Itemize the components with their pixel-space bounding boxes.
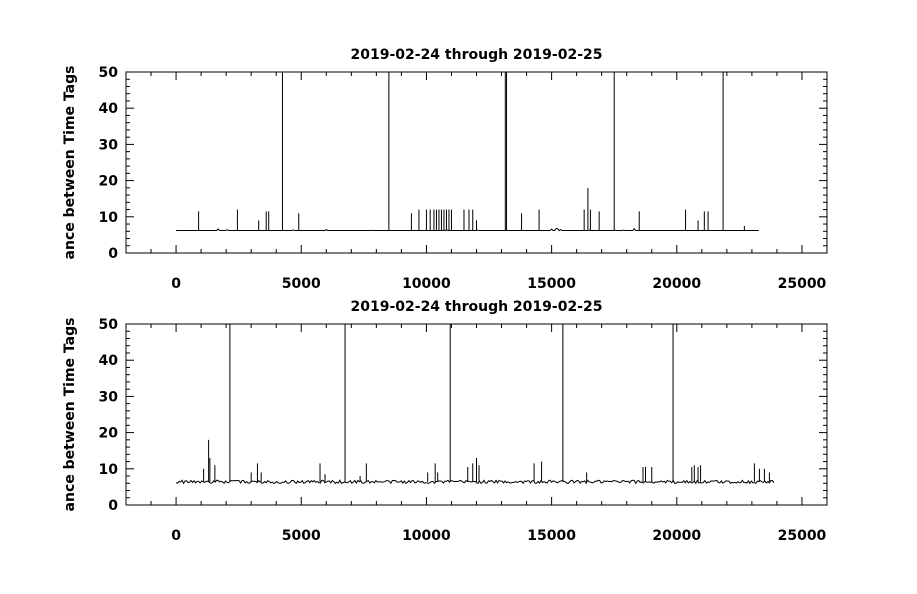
y-axis-label: ance between Time Tags (62, 66, 78, 260)
x-tick-label: 25000 (778, 528, 827, 544)
x-tick-label: 20000 (652, 276, 701, 292)
x-tick-label: 5000 (282, 528, 321, 544)
y-tick-label: 10 (99, 462, 119, 478)
y-axis-label: ance between Time Tags (62, 318, 78, 512)
y-tick-label: 40 (99, 101, 119, 117)
chart-title: 2019-02-24 through 2019-02-25 (351, 47, 603, 63)
y-tick-label: 10 (99, 210, 119, 226)
y-tick-label: 40 (99, 353, 119, 369)
plot-top: 2019-02-24 through 2019-02-25 ance betwee… (62, 47, 828, 292)
y-tick-label: 20 (99, 426, 119, 442)
x-tick-label: 10000 (402, 276, 451, 292)
y-tick-label: 30 (99, 137, 119, 153)
baseline-series (176, 227, 759, 232)
y-tick-label: 0 (108, 246, 118, 262)
x-tick-label: 10000 (402, 528, 451, 544)
y-tick-label: 20 (99, 174, 119, 190)
x-tick-label: 20000 (652, 528, 701, 544)
y-tick-label: 0 (108, 498, 118, 514)
y-tick-label: 50 (99, 317, 119, 333)
x-tick-label: 5000 (282, 276, 321, 292)
x-tick-label: 25000 (778, 276, 827, 292)
x-tick-label: 0 (171, 276, 181, 292)
plot-bottom: 2019-02-24 through 2019-02-25 ance betwee… (62, 299, 828, 544)
chart-title: 2019-02-24 through 2019-02-25 (351, 299, 603, 315)
x-tick-label: 15000 (527, 276, 576, 292)
x-tick-label: 15000 (527, 528, 576, 544)
baseline-series (175, 479, 775, 485)
y-tick-label: 50 (99, 65, 119, 81)
x-tick-label: 0 (171, 528, 181, 544)
y-tick-label: 30 (99, 389, 119, 405)
